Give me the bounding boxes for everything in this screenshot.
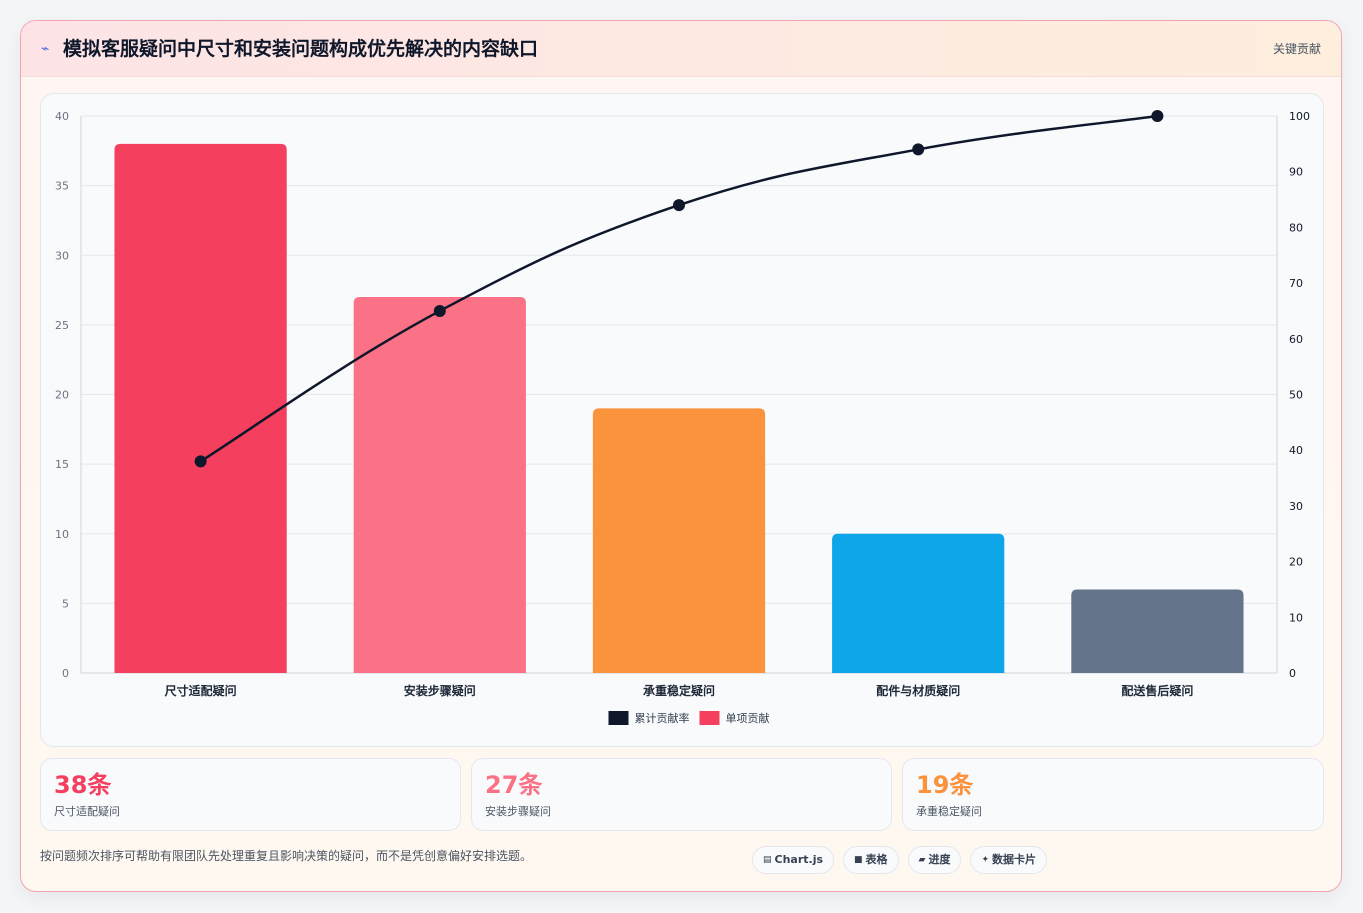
progress-icon: ▰ — [918, 855, 926, 865]
chart-title: 模拟客服疑问中尺寸和安装问题构成优先解决的内容缺口 — [63, 38, 539, 60]
y-left-tick-label: 20 — [55, 389, 69, 402]
y-right-tick-label: 70 — [1289, 277, 1303, 290]
lightning-icon: ⌁ — [41, 41, 50, 57]
legend-label: 单项贡献 — [726, 711, 770, 725]
stat-label: 尺寸适配疑问 — [54, 805, 120, 818]
bar-1 — [114, 143, 287, 674]
y-right-tick-label: 80 — [1289, 221, 1303, 234]
y-right-tick-label: 30 — [1289, 500, 1303, 513]
card-header: ⌁ 模拟客服疑问中尺寸和安装问题构成优先解决的内容缺口 关键贡献 — [21, 21, 1341, 77]
cumulative-point-4 — [912, 143, 925, 156]
y-left-tick-label: 10 — [55, 528, 69, 541]
bar-3 — [592, 408, 766, 673]
bar-4 — [832, 533, 1005, 673]
chip-chartjs[interactable]: ▤ Chart.js — [752, 846, 835, 874]
pareto-chart: 0 5 10 15 20 25 30 35 40 0 10 20 30 40 50 60 70 80 90 100 尺寸… — [55, 110, 1310, 725]
bar-5 — [1071, 589, 1244, 673]
x-category-label: 配件与材质疑问 — [876, 683, 960, 698]
chip-data-card[interactable]: ✦ 数据卡片 — [970, 846, 1048, 874]
chart-card: ⌁ 模拟客服疑问中尺寸和安装问题构成优先解决的内容缺口 关键贡献 0 5 10 15 2… — [20, 20, 1342, 892]
stat-card-3: 19条 承重稳定疑问 — [902, 758, 1324, 831]
chip-table[interactable]: ■ 表格 — [843, 846, 899, 874]
stat-value: 38条 — [54, 771, 112, 799]
y-right-tick-label: 50 — [1289, 389, 1303, 402]
y-left-tick-label: 15 — [55, 458, 69, 471]
y-left-tick-label: 25 — [55, 319, 69, 332]
y-left-tick-label: 0 — [62, 667, 69, 680]
chip-label: 进度 — [928, 853, 951, 866]
tech-chips: ▤ Chart.js ■ 表格 ▰ 进度 ✦ 数据卡片 — [752, 846, 1048, 874]
header-tag: 关键贡献 — [1272, 42, 1321, 56]
footer-note: 按问题频次排序可帮助有限团队先处理重复且影响决策的疑问，而不是凭创意偏好安排选题… — [40, 849, 533, 863]
y-left-tick-label: 5 — [62, 597, 69, 610]
stat-label: 承重稳定疑问 — [916, 805, 982, 818]
x-category-label: 承重稳定疑问 — [643, 683, 715, 698]
y-right-tick-label: 40 — [1289, 444, 1303, 457]
y-right-tick-label: 20 — [1289, 556, 1303, 569]
chart-icon: ▤ — [763, 855, 772, 865]
chart-panel: 0 5 10 15 20 25 30 35 40 0 10 20 30 40 50 60 70 80 90 100 尺寸… — [40, 93, 1324, 747]
stat-label: 安装步骤疑问 — [485, 805, 551, 818]
legend-swatch — [699, 711, 720, 725]
cumulative-point-2 — [433, 304, 446, 317]
legend-swatch — [608, 711, 629, 725]
stat-value: 27条 — [485, 771, 543, 799]
y-left-tick-label: 35 — [55, 180, 69, 193]
bar-2 — [353, 297, 526, 673]
stat-card-1: 38条 尺寸适配疑问 — [40, 758, 461, 831]
cumulative-point-1 — [194, 455, 207, 468]
chip-label: 表格 — [865, 853, 888, 866]
chip-label: Chart.js — [774, 853, 824, 866]
cumulative-point-3 — [673, 199, 685, 212]
legend-label: 累计贡献率 — [635, 711, 690, 725]
y-left-tick-label: 30 — [55, 249, 69, 262]
chip-label: 数据卡片 — [992, 853, 1037, 866]
y-right-tick-label: 90 — [1289, 166, 1303, 179]
x-category-label: 尺寸适配疑问 — [165, 683, 237, 698]
y-right-tick-label: 10 — [1289, 611, 1303, 624]
cumulative-point-5 — [1151, 110, 1164, 122]
y-right-tick-label: 0 — [1289, 667, 1296, 680]
y-left-tick-label: 40 — [55, 110, 69, 123]
sparkle-icon: ✦ — [981, 855, 990, 865]
stat-card-2: 27条 安装步骤疑问 — [471, 758, 892, 831]
x-category-label: 安装步骤疑问 — [404, 683, 476, 698]
table-icon: ■ — [854, 855, 863, 865]
x-category-label: 配送售后疑问 — [1121, 683, 1193, 698]
y-right-tick-label: 100 — [1289, 110, 1310, 123]
stat-value: 19条 — [916, 771, 974, 799]
y-right-tick-label: 60 — [1289, 333, 1303, 346]
chip-progress[interactable]: ▰ 进度 — [907, 846, 962, 874]
